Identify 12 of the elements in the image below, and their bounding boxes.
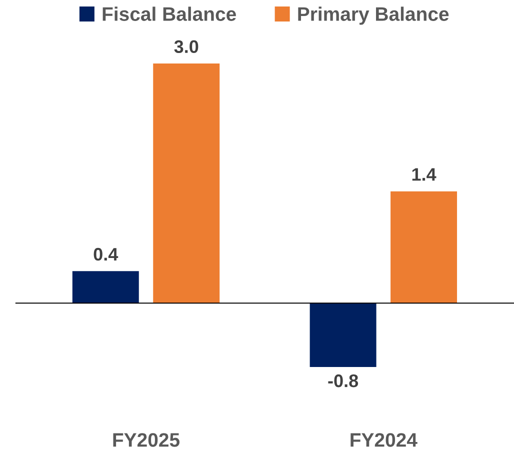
legend-label: Fiscal Balance	[102, 6, 236, 21]
legend-label: Primary Balance	[298, 6, 449, 25]
bar	[72, 271, 139, 304]
data-label: 3.0	[174, 40, 198, 54]
data-label: 0.4	[94, 248, 118, 261]
data-label: 1.4	[412, 168, 436, 181]
x-tick-label: FY2025	[113, 433, 180, 447]
bar	[310, 303, 376, 368]
bar	[153, 64, 220, 304]
data-label: -0.8	[328, 374, 358, 388]
bar	[390, 191, 458, 304]
x-tick-label: FY2024	[350, 433, 418, 447]
